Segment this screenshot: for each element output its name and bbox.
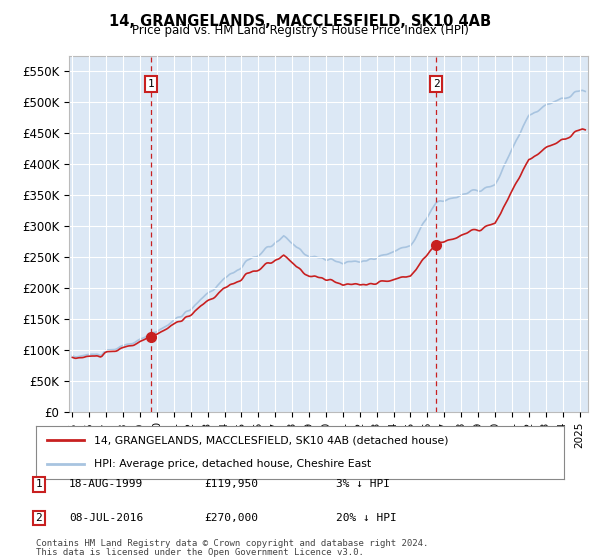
Text: £270,000: £270,000 bbox=[204, 513, 258, 523]
Text: 20% ↓ HPI: 20% ↓ HPI bbox=[336, 513, 397, 523]
Text: 1: 1 bbox=[35, 479, 43, 489]
Text: 08-JUL-2016: 08-JUL-2016 bbox=[69, 513, 143, 523]
Text: 1: 1 bbox=[147, 79, 154, 89]
Text: 18-AUG-1999: 18-AUG-1999 bbox=[69, 479, 143, 489]
Text: Price paid vs. HM Land Registry's House Price Index (HPI): Price paid vs. HM Land Registry's House … bbox=[131, 24, 469, 37]
Text: 2: 2 bbox=[433, 79, 440, 89]
Text: This data is licensed under the Open Government Licence v3.0.: This data is licensed under the Open Gov… bbox=[36, 548, 364, 557]
Text: 3% ↓ HPI: 3% ↓ HPI bbox=[336, 479, 390, 489]
Text: HPI: Average price, detached house, Cheshire East: HPI: Average price, detached house, Ches… bbox=[94, 459, 371, 469]
Text: Contains HM Land Registry data © Crown copyright and database right 2024.: Contains HM Land Registry data © Crown c… bbox=[36, 539, 428, 548]
Text: 14, GRANGELANDS, MACCLESFIELD, SK10 4AB: 14, GRANGELANDS, MACCLESFIELD, SK10 4AB bbox=[109, 14, 491, 29]
Text: £119,950: £119,950 bbox=[204, 479, 258, 489]
Text: 14, GRANGELANDS, MACCLESFIELD, SK10 4AB (detached house): 14, GRANGELANDS, MACCLESFIELD, SK10 4AB … bbox=[94, 436, 449, 446]
Text: 2: 2 bbox=[35, 513, 43, 523]
